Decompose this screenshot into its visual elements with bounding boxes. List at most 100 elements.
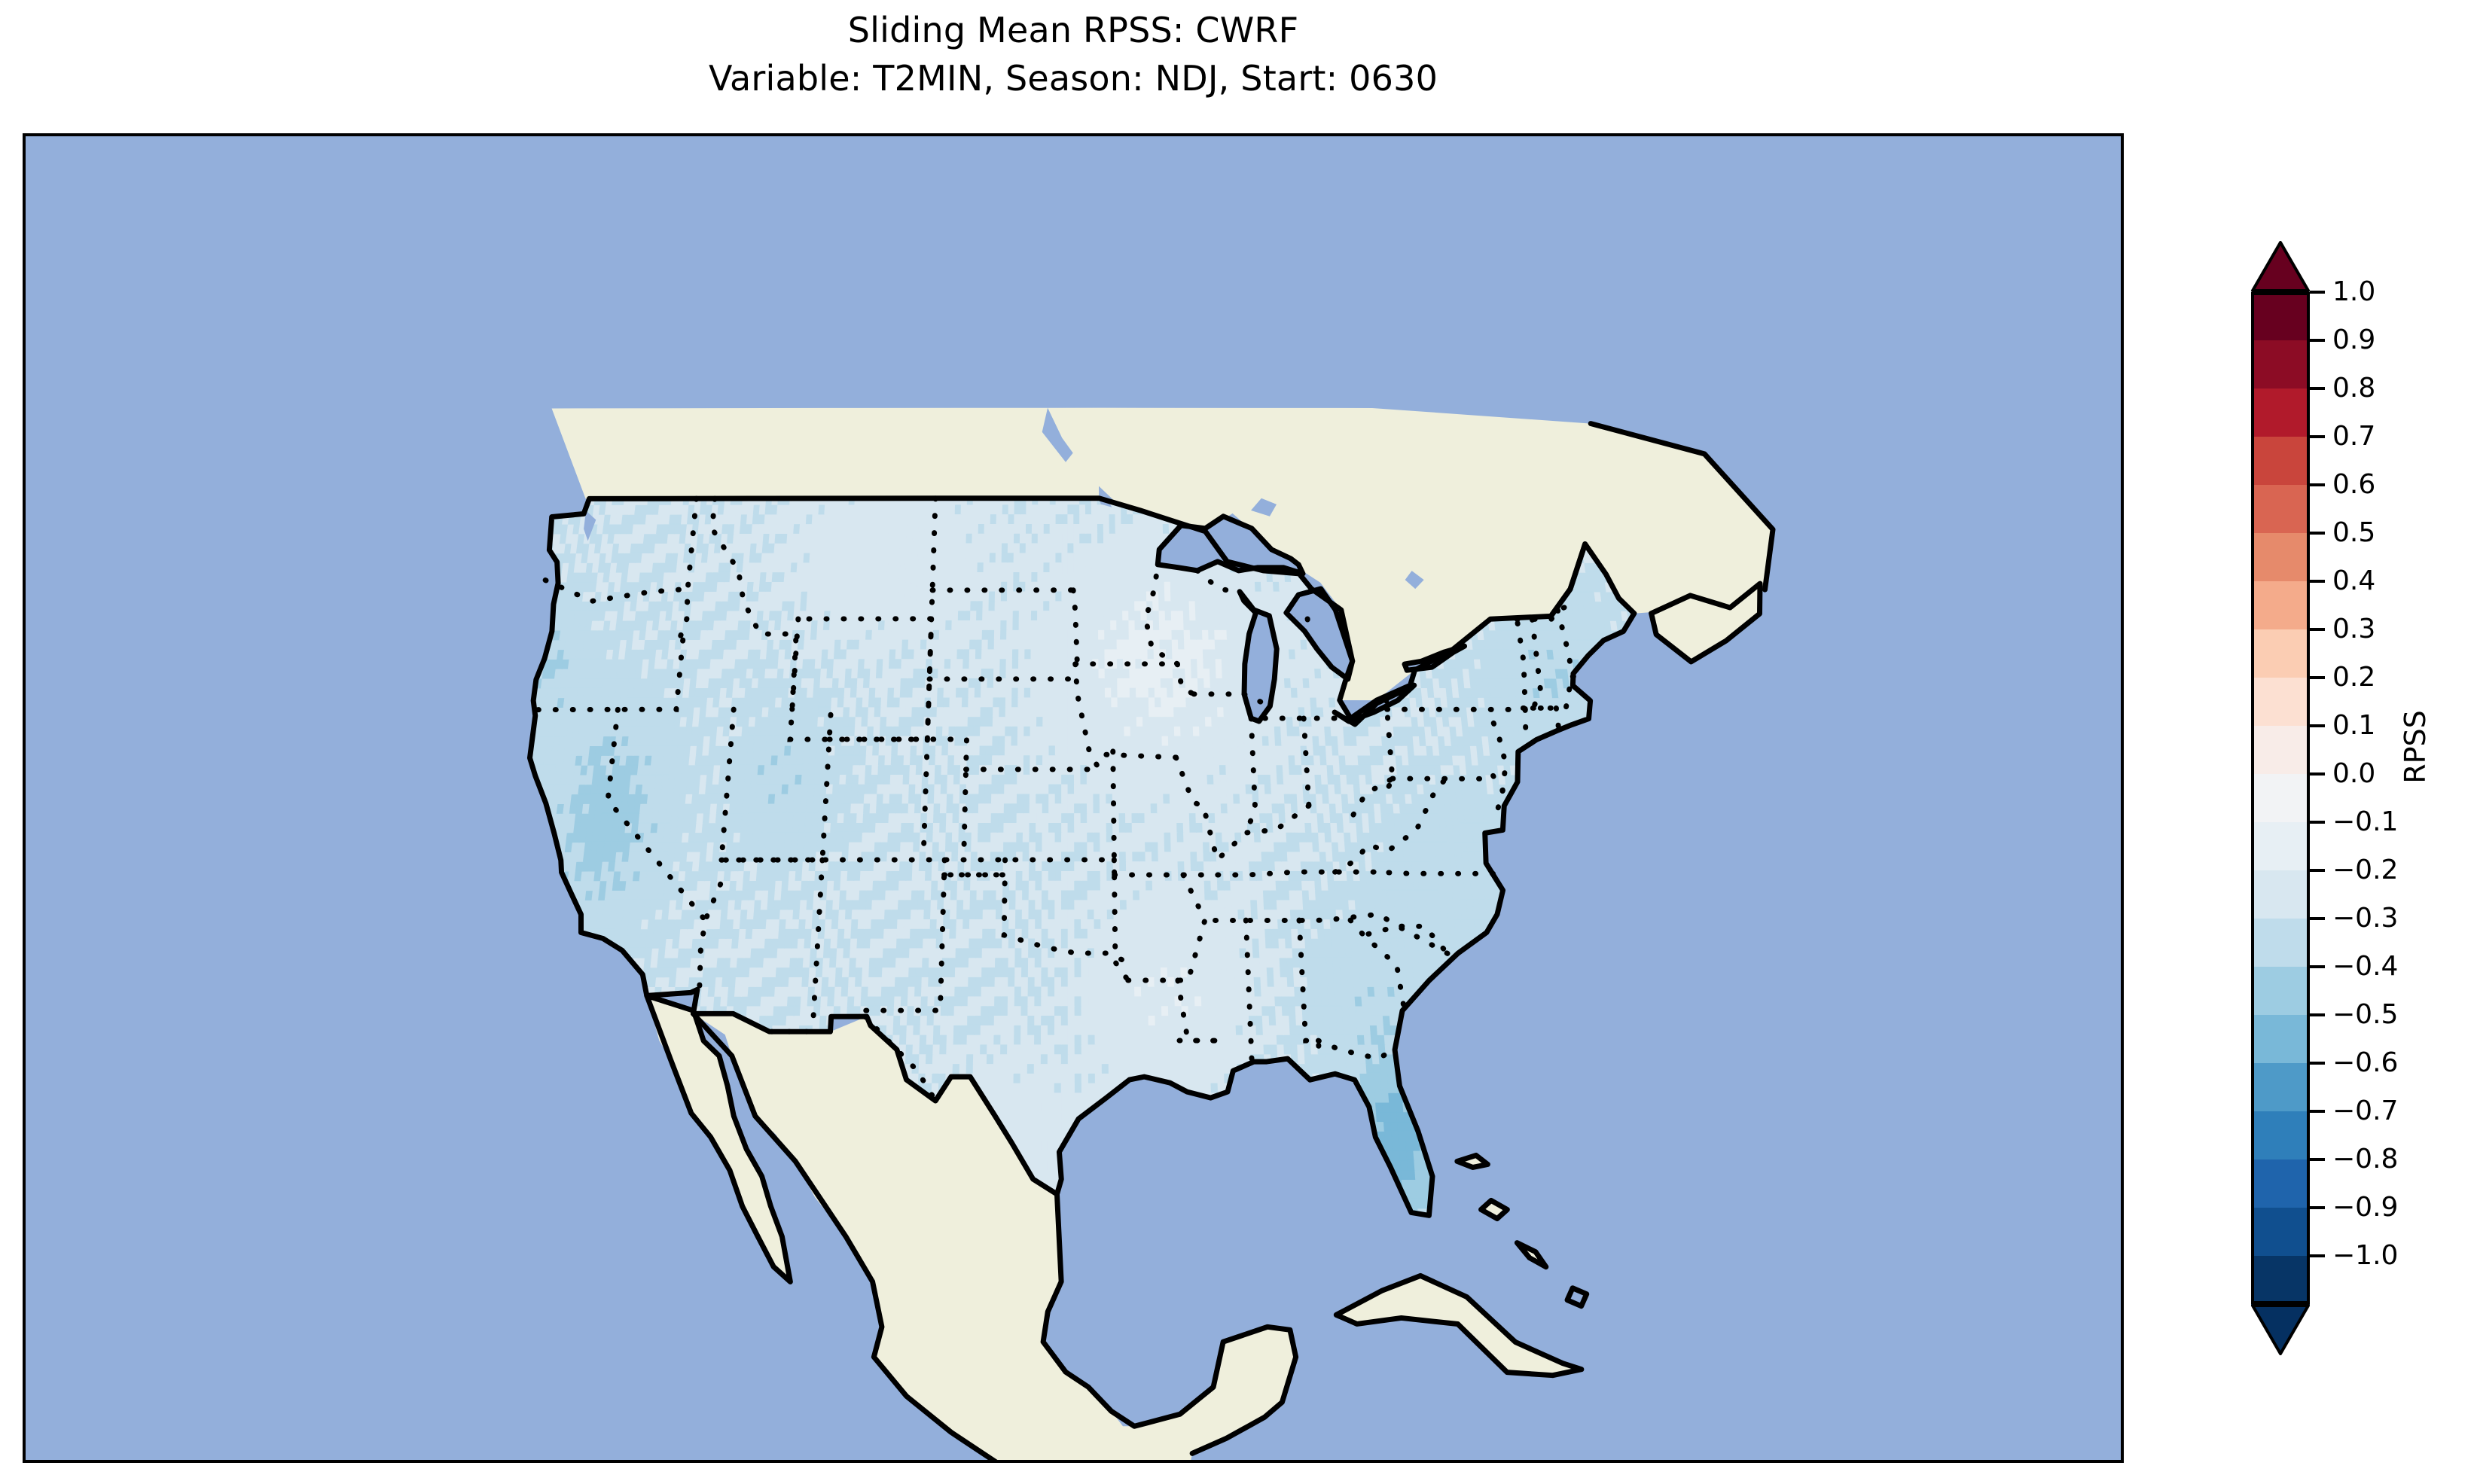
rpss-grid-cell — [1040, 1150, 1048, 1161]
rpss-grid-cell — [1026, 1130, 1035, 1141]
rpss-grid-cell — [1396, 1102, 1405, 1113]
rpss-grid-cell — [1047, 1072, 1055, 1083]
rpss-grid-cell — [1304, 1053, 1313, 1065]
rpss-grid-cell — [1121, 1062, 1130, 1074]
rpss-grid-cell — [1040, 1120, 1048, 1132]
rpss-grid-cell — [1047, 1159, 1055, 1170]
rpss-grid-cell — [999, 1082, 1008, 1093]
rpss-grid-cell — [1371, 1053, 1380, 1065]
rpss-grid-cell — [993, 1024, 1002, 1035]
map-axes — [23, 133, 2124, 1463]
rpss-grid-cell — [1060, 1034, 1069, 1045]
rpss-grid-cell — [1040, 1159, 1048, 1170]
rpss-grid-cell — [1027, 1120, 1035, 1132]
rpss-grid-cell — [911, 1053, 920, 1065]
rpss-grid-cell — [1216, 1044, 1225, 1055]
rpss-grid-cell — [1027, 1053, 1036, 1065]
rpss-grid-cell — [1040, 1082, 1048, 1093]
rpss-grid-cell — [1121, 1034, 1130, 1045]
rpss-grid-cell — [1168, 1034, 1177, 1045]
rpss-grid-cell — [1026, 1140, 1035, 1151]
rpss-grid-cell — [1115, 1034, 1123, 1045]
rpss-grid-cell — [1404, 1120, 1413, 1132]
rpss-grid-cell — [979, 1053, 988, 1065]
rpss-grid-cell — [1350, 1034, 1359, 1045]
rpss-grid-cell — [918, 1062, 927, 1074]
rpss-grid-cell — [987, 1024, 995, 1035]
rpss-grid-cell — [1202, 1034, 1210, 1045]
rpss-grid-cell — [1408, 1178, 1417, 1190]
rpss-grid-cell — [945, 1062, 954, 1074]
rpss-grid-cell — [1329, 1024, 1338, 1035]
rpss-grid-cell — [1019, 1130, 1028, 1141]
rpss-grid-cell — [1182, 1034, 1191, 1045]
rpss-grid-cell — [932, 1044, 941, 1055]
rpss-grid-cell — [1081, 1092, 1090, 1103]
rpss-grid-cell — [1128, 1062, 1137, 1074]
rpss-grid-cell — [1276, 1034, 1285, 1045]
rpss-grid-cell — [1040, 1102, 1048, 1113]
rpss-grid-cell — [925, 1062, 934, 1074]
rpss-grid-cell — [1060, 1120, 1069, 1132]
rpss-grid-cell — [1161, 1024, 1170, 1035]
rpss-grid-cell — [1359, 1072, 1368, 1083]
rpss-grid-cell — [1047, 1024, 1056, 1035]
rpss-grid-cell — [899, 1024, 908, 1035]
rpss-grid-cell — [999, 1062, 1008, 1074]
rpss-grid-cell — [933, 1024, 941, 1035]
rpss-grid-cell — [1108, 1034, 1116, 1045]
rpss-grid-cell — [1386, 1063, 1395, 1074]
rpss-grid-cell — [1182, 1062, 1191, 1074]
rpss-grid-cell — [1054, 1130, 1062, 1141]
rpss-grid-cell — [1088, 1044, 1096, 1055]
rpss-grid-cell — [1383, 1034, 1393, 1045]
rpss-grid-cell — [1074, 1044, 1082, 1055]
rpss-grid-cell — [1255, 1034, 1264, 1045]
rpss-grid-cell — [1230, 1053, 1238, 1065]
rpss-grid-cell — [932, 1062, 941, 1074]
rpss-grid-cell — [1401, 1178, 1411, 1190]
rpss-grid-cell — [1222, 1024, 1231, 1035]
rpss-grid-cell — [1067, 1062, 1075, 1074]
rpss-grid-cell — [932, 1053, 941, 1065]
rpss-grid-cell — [1040, 1140, 1048, 1151]
rpss-grid-cell — [1007, 1034, 1015, 1045]
rpss-grid-cell — [1094, 1024, 1103, 1035]
rpss-grid-cell — [966, 1053, 975, 1065]
rpss-grid-cell — [1067, 1092, 1076, 1103]
rpss-grid-cell — [1020, 1044, 1029, 1055]
rpss-grid-cell — [1006, 1092, 1014, 1103]
rpss-grid-cell — [938, 1053, 947, 1065]
rpss-grid-cell — [1007, 1044, 1015, 1055]
rpss-grid-cell — [1033, 1140, 1042, 1151]
rpss-grid-cell — [1033, 1044, 1042, 1055]
rpss-grid-cell — [1216, 1034, 1224, 1045]
rpss-grid-cell — [1408, 1188, 1418, 1199]
rpss-grid-cell — [1242, 1024, 1251, 1035]
rpss-grid-cell — [1128, 1053, 1136, 1065]
rpss-grid-cell — [904, 1053, 914, 1065]
rpss-grid-cell — [1005, 1120, 1014, 1132]
rpss-grid-cell — [1189, 1053, 1197, 1065]
rpss-grid-cell — [1366, 1072, 1375, 1083]
rpss-grid-cell — [1081, 1082, 1090, 1093]
rpss-grid-cell — [1217, 1072, 1225, 1083]
rpss-grid-cell — [1033, 1072, 1042, 1083]
rpss-grid-cell — [1203, 1082, 1213, 1093]
rpss-grid-cell — [1155, 1044, 1164, 1055]
rpss-grid-cell — [886, 1024, 895, 1035]
rpss-grid-cell — [1223, 1053, 1231, 1065]
rpss-grid-cell — [1203, 1062, 1212, 1074]
rpss-grid-cell — [918, 1053, 927, 1065]
rpss-grid-cell — [1027, 1044, 1036, 1055]
rpss-grid-cell — [1398, 1140, 1408, 1151]
rpss-grid-cell — [1000, 1024, 1008, 1035]
rpss-grid-cell — [959, 1044, 968, 1055]
rpss-grid-cell — [1067, 1102, 1076, 1113]
rpss-grid-cell — [1400, 1169, 1410, 1180]
rpss-grid-cell — [1074, 1072, 1083, 1083]
title-line-1: Sliding Mean RPSS: CWRF — [847, 10, 1299, 50]
rpss-grid-cell — [1375, 1102, 1384, 1113]
rpss-grid-cell — [1162, 1053, 1170, 1065]
rpss-grid-cell — [1356, 1034, 1365, 1045]
